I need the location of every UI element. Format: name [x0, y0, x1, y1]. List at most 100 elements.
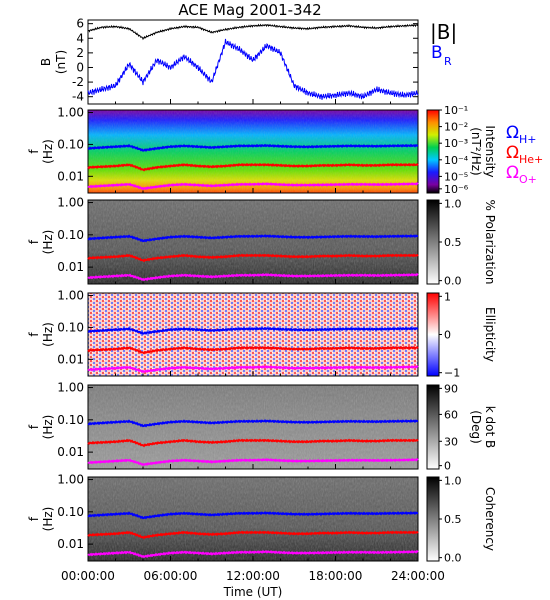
y-axis-label: f — [27, 149, 41, 154]
y-tick-label: 0.10 — [57, 320, 84, 334]
colorbar-tick-label: 10⁻⁴ — [444, 154, 469, 167]
colorbar-title: Ellipticity — [483, 307, 497, 362]
y-tick-label: -4 — [72, 90, 84, 104]
colorbar: 1 0 −1 Ellipticity — [426, 290, 497, 380]
y-axis-unit: (Hz) — [41, 507, 55, 532]
y-tick-label: 0.01 — [57, 352, 84, 366]
colorbar: 1.0 0.5 0.0 Coherency — [426, 474, 497, 565]
y-axis-label: f — [27, 516, 41, 521]
y-tick-label: 0.10 — [57, 505, 84, 519]
colorbar-title: % Polarization — [483, 200, 497, 285]
series-b-total — [87, 23, 418, 41]
colorbar-scale — [426, 384, 440, 470]
line-omega-he — [87, 530, 419, 540]
y-axis-unit: (Hz) — [41, 139, 55, 164]
y-tick-label: 4 — [76, 31, 84, 45]
panel-kdotb: 1.00 0.10 0.01 f (Hz) 90 60 30 0 k dot B(Deg) — [27, 381, 497, 473]
y-axis-unit: (Hz) — [41, 415, 55, 440]
y-tick-label: -2 — [72, 75, 84, 89]
legend-omega-he-sub: He+ — [519, 153, 543, 166]
colorbar-tick-label: 0 — [444, 460, 451, 473]
y-axis-unit: (nT) — [54, 50, 68, 74]
colorbar-tick-label: −1 — [444, 367, 460, 380]
spectrogram-texture — [88, 110, 418, 193]
colorbar-tick-label: 0 — [444, 329, 451, 342]
colorbar-scale — [426, 292, 440, 377]
legend-b-radial: B — [431, 43, 443, 63]
line-omega-o — [87, 182, 419, 191]
colorbar-title: Coherency — [483, 487, 497, 551]
colorbar-tick-label: 10⁻⁶ — [444, 183, 469, 196]
plot-frame — [87, 19, 419, 105]
line-omega-he — [87, 162, 419, 172]
line-omega-he — [87, 438, 419, 448]
y-tick-label: 1.00 — [57, 289, 84, 303]
colorbar-title: Intensity — [483, 125, 497, 177]
line-omega-he — [87, 345, 419, 355]
y-tick-label: 0.10 — [57, 413, 84, 427]
colorbar-tick-label: 0.5 — [444, 513, 462, 526]
x-tick-label: 24:00:00 — [391, 569, 445, 583]
gyro-legend: Ω H+Ω He+Ω O+ — [506, 123, 543, 186]
line-omega-h — [87, 234, 419, 243]
colorbar-unit: (Deg) — [469, 410, 483, 444]
colorbar: 1.0 0.5 0.0 % Polarization — [426, 197, 497, 288]
colorbar-tick-label: 0.0 — [444, 552, 462, 565]
y-tick-label: 0.10 — [57, 137, 84, 151]
colorbar-tick-label: 90 — [444, 382, 458, 395]
y-tick-label: 1.00 — [57, 196, 84, 210]
y-axis-label: f — [27, 239, 41, 244]
line-omega-o — [87, 272, 419, 282]
colorbar-tick-label: 1.0 — [444, 474, 462, 487]
legend-omega-he-symbol: Ω — [506, 143, 519, 163]
x-tick-label: 12:00:00 — [226, 569, 280, 583]
line-omega-o — [87, 457, 419, 467]
x-tick-label: 00:00:00 — [61, 569, 115, 583]
colorbar-tick-label: 1 — [444, 290, 451, 303]
x-tick-label: 18:00:00 — [309, 569, 363, 583]
y-axis-label: f — [27, 424, 41, 429]
chart-title: ACE Mag 2001-342 — [178, 1, 321, 19]
colorbar-tick-label: 0.0 — [444, 275, 462, 288]
series-b-radial — [87, 38, 419, 100]
spectrogram-texture — [88, 385, 418, 469]
panel-coherency: 1.00 0.10 0.01 f (Hz) 1.0 0.5 0.0 Coherency — [27, 473, 497, 565]
colorbar-unit: (nT²/Hz) — [469, 127, 483, 175]
legend-omega-o-sub: O+ — [519, 173, 537, 186]
colorbar-tick-label: 10⁻² — [444, 121, 468, 134]
legend-omega-o-symbol: Ω — [506, 163, 519, 183]
legend-b-radial-sub: R — [444, 55, 452, 68]
y-tick-label: 0.01 — [57, 260, 84, 274]
y-axis-unit: (Hz) — [41, 230, 55, 255]
colorbar: 10⁻¹ 10⁻² 10⁻³ 10⁻⁴ 10⁻⁵10⁻⁶ Intensity(nT²/Hz… — [426, 104, 497, 196]
panel-ellipticity: 1.00 0.10 0.01 f (Hz) 1 0 −1 Ellipticity — [27, 289, 497, 380]
line-omega-h — [87, 419, 419, 428]
legend-omega-h-symbol: Ω — [506, 123, 519, 143]
line-omega-o — [87, 365, 419, 374]
y-axis-label: B — [39, 58, 53, 66]
y-tick-label: 0.01 — [57, 445, 84, 459]
spectrogram-texture — [88, 477, 418, 561]
y-tick-label: 6 — [76, 17, 84, 31]
y-tick-label: 0.01 — [57, 537, 84, 551]
colorbar-tick-label: 10⁻¹ — [444, 104, 468, 117]
spectrogram-texture — [88, 200, 418, 284]
y-axis-unit: (Hz) — [41, 322, 55, 347]
colorbar-scale — [426, 199, 440, 285]
y-tick-label: 2 — [76, 46, 84, 60]
spectrogram-texture — [88, 293, 418, 376]
colorbar-scale — [426, 109, 440, 194]
x-axis-label: Time (UT) — [223, 585, 283, 599]
x-tick-label: 06:00:00 — [144, 569, 198, 583]
y-tick-label: 1.00 — [57, 106, 84, 120]
colorbar-tick-label: 0.5 — [444, 236, 462, 249]
line-omega-he — [87, 253, 419, 263]
legend-omega-h-sub: H+ — [519, 133, 537, 146]
colorbar-tick-label: 10⁻⁵ — [444, 170, 468, 183]
line-omega-h — [87, 511, 419, 520]
colorbar-tick-label: 60 — [444, 408, 458, 421]
colorbar-tick-label: 30 — [444, 435, 458, 448]
panel-intensity: 1.00 0.10 0.01 f (Hz) 10⁻¹ 10⁻² 10⁻³ 10⁻⁴ 10⁻⁵10⁻… — [27, 104, 543, 196]
